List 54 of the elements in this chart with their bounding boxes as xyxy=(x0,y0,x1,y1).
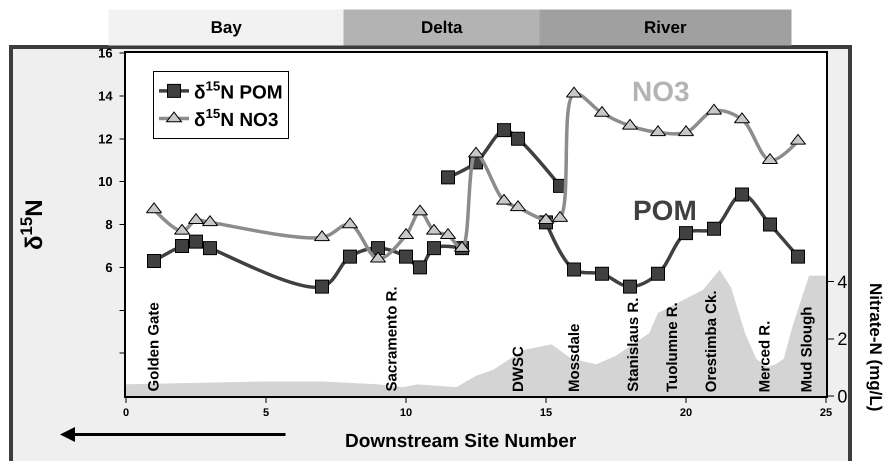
x-tick-label: 20 xyxy=(680,406,692,419)
text: Bay xyxy=(210,18,242,37)
annotation: Tuolumne R. xyxy=(664,302,681,392)
annotation: Merced R. xyxy=(756,320,774,392)
point xyxy=(763,218,777,232)
y-tick-label: 14 xyxy=(98,88,114,104)
y2-tick-label: 0 xyxy=(837,386,848,406)
point xyxy=(147,254,161,268)
legend-label: δ$^{15}$N NO3 xyxy=(194,106,278,131)
point xyxy=(203,241,217,256)
y-tick-label: 6 xyxy=(105,260,113,275)
point xyxy=(413,260,427,274)
text: Delta xyxy=(420,18,464,37)
annotation: Sacramento R. xyxy=(384,286,400,392)
annotation: Mud Slough xyxy=(798,306,816,392)
point xyxy=(343,250,357,264)
point xyxy=(595,266,609,281)
annotation: NO3 xyxy=(632,76,690,107)
point xyxy=(623,280,637,294)
point xyxy=(651,266,665,281)
y-tick-label: 12 xyxy=(98,131,113,146)
x-tick-label: 15 xyxy=(540,406,552,419)
y2-axis-title: Nitrate-N (mg/L) xyxy=(866,283,885,412)
point xyxy=(371,241,385,256)
point xyxy=(735,187,749,202)
legend-label: δ$^{15}$N POM xyxy=(194,78,283,104)
annotation: Mossdale xyxy=(566,324,583,392)
y2-tick-label: 2 xyxy=(837,329,848,350)
text: River xyxy=(644,18,687,37)
annotation: Stanislaus R. xyxy=(624,298,642,392)
point xyxy=(511,132,525,146)
y2-tick-label: 4 xyxy=(837,272,848,292)
y-tick-label: 16 xyxy=(98,46,113,61)
annotation: POM xyxy=(633,195,697,226)
point xyxy=(441,170,455,184)
point xyxy=(679,226,693,240)
x-tick-label: 5 xyxy=(262,406,270,419)
annotation: Golden Gate xyxy=(146,302,162,392)
point xyxy=(707,222,721,236)
x-tick-label: 0 xyxy=(122,406,130,419)
x-tick-label: 25 xyxy=(820,406,832,419)
point xyxy=(427,241,441,256)
y-tick-label: 10 xyxy=(98,174,113,190)
x-axis-title: Downstream Site Number xyxy=(345,431,577,452)
point xyxy=(567,262,581,277)
point xyxy=(315,280,329,294)
x-tick-label: 10 xyxy=(400,406,412,419)
point xyxy=(399,250,413,264)
y-tick-label: 8 xyxy=(105,217,113,232)
point xyxy=(189,234,203,249)
annotation: DWSC xyxy=(510,346,527,392)
point xyxy=(175,238,189,253)
annotation: Orestimba Ck. xyxy=(703,290,720,392)
point xyxy=(791,250,805,264)
